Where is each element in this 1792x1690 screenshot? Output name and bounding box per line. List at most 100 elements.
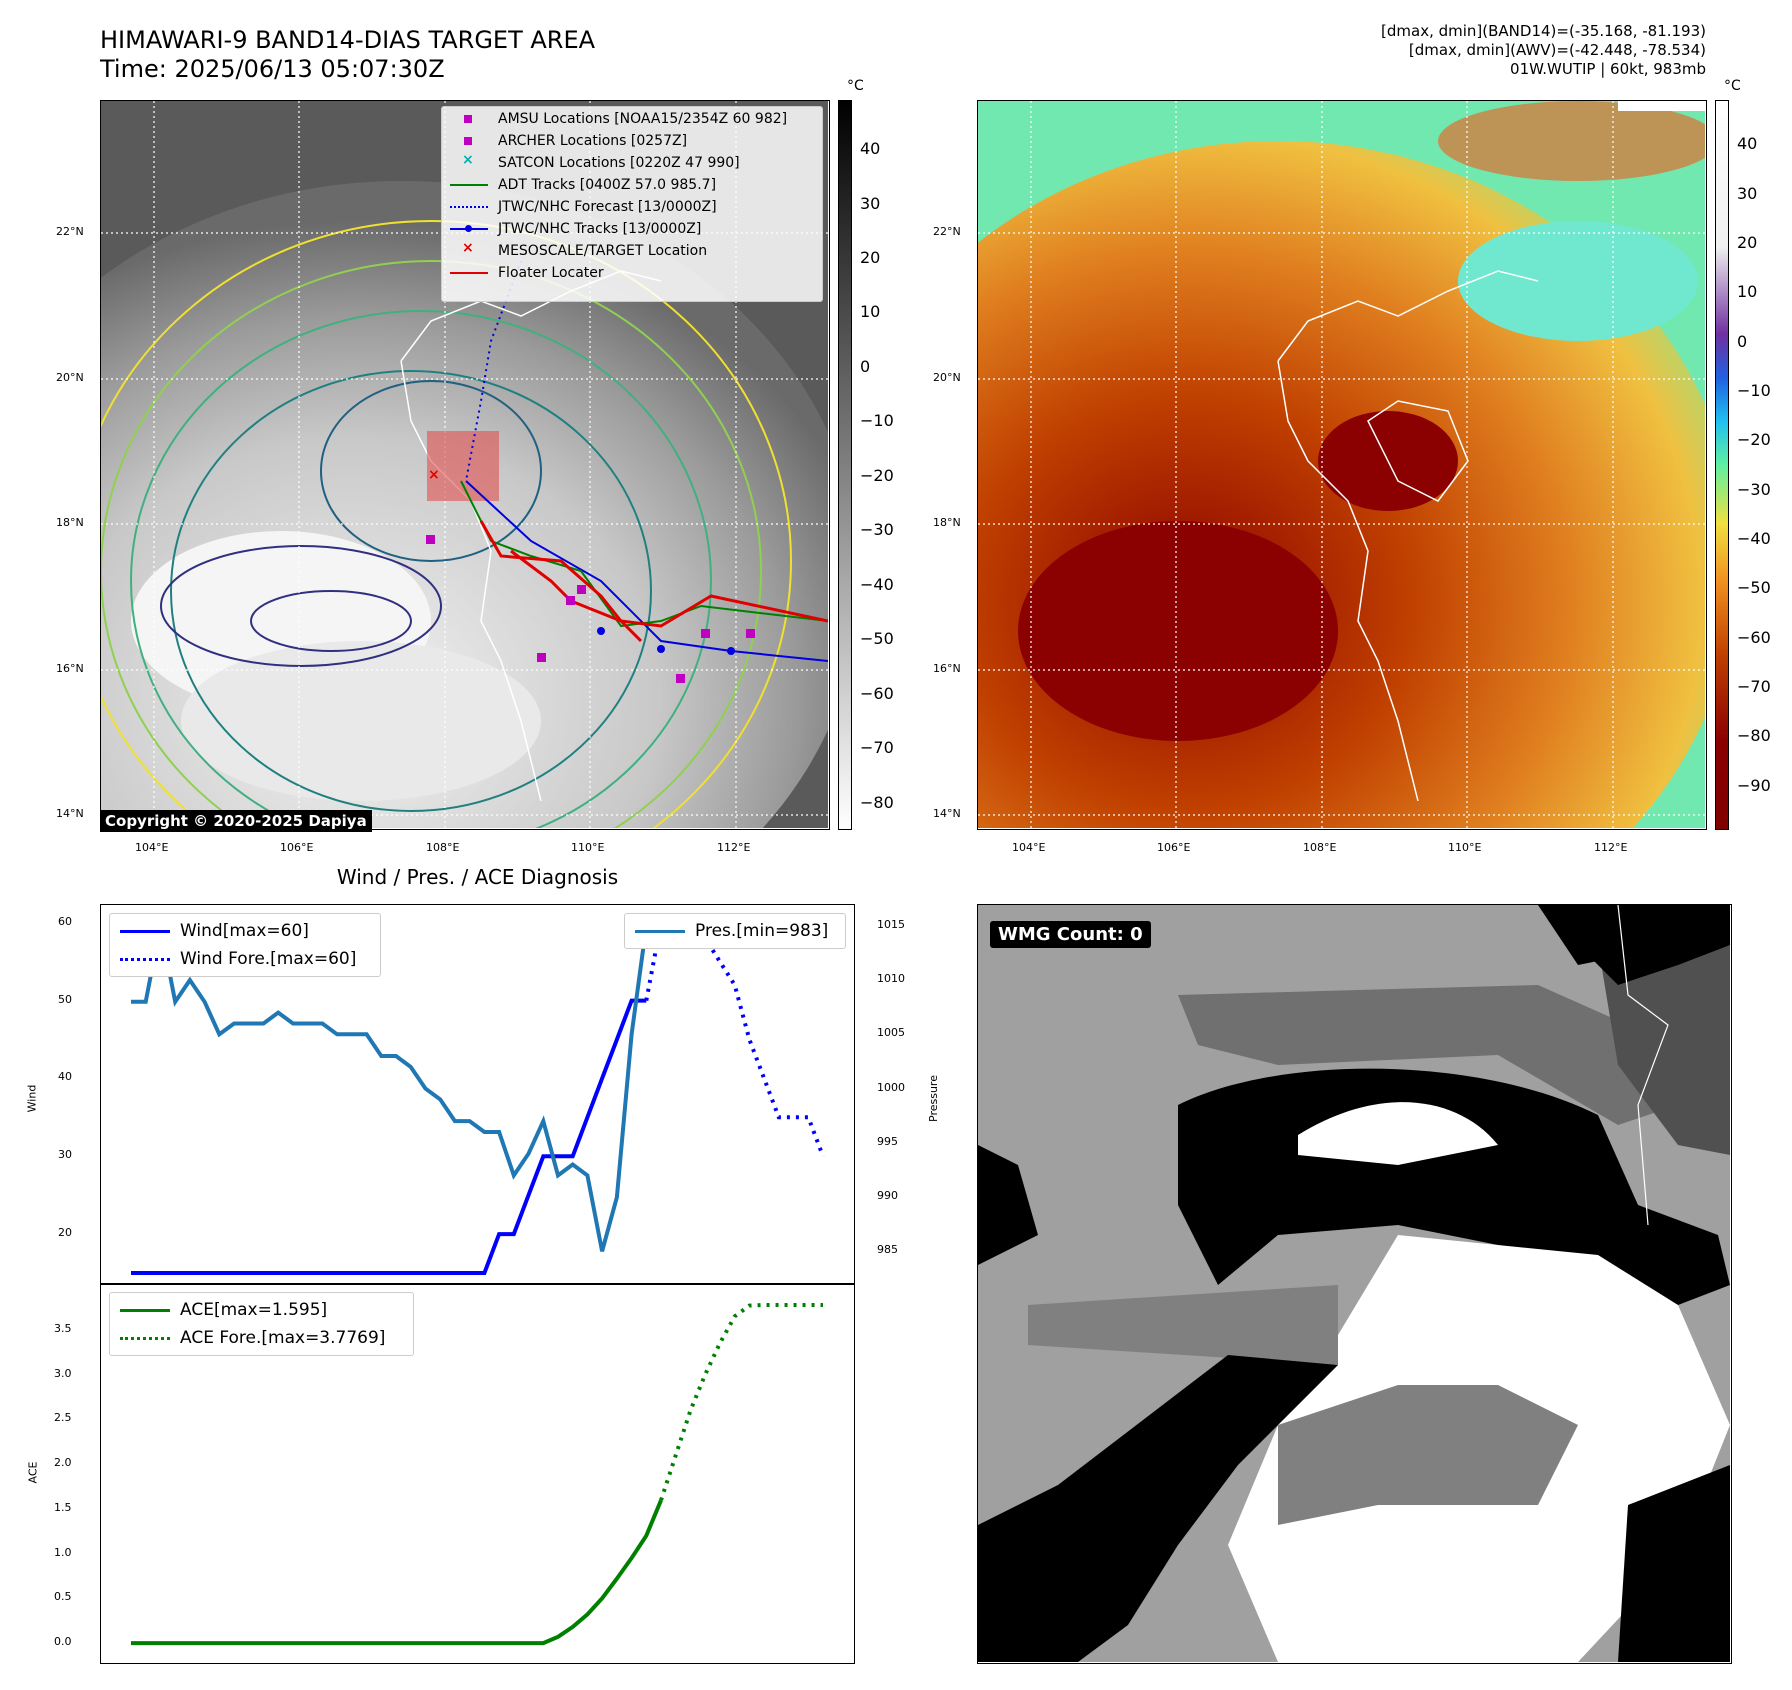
series-line	[659, 1303, 823, 1501]
info-line-3: 01W.WUTIP | 60kt, 983mb	[1510, 60, 1706, 78]
right-colorbar-tick: −50	[1737, 578, 1771, 598]
svg-text:×: ×	[428, 467, 440, 483]
ace-tick-label: 0.0	[54, 1635, 72, 1649]
left-colorbar-tick: −40	[860, 574, 894, 594]
pressure-tick-label: 1015	[877, 917, 905, 931]
right-colorbar-tick: 0	[1737, 331, 1748, 351]
target-marker-icon: ×	[462, 240, 474, 256]
pressure-legend: Pres.[min=983]	[624, 913, 846, 949]
right-colorbar-tick: −80	[1737, 726, 1771, 746]
floater-line-icon	[450, 266, 488, 280]
ace-tick-label: 1.0	[54, 1545, 72, 1559]
wind-tick-label: 40	[58, 1070, 72, 1084]
left-colorbar	[838, 100, 852, 830]
pressure-tick-label: 985	[877, 1243, 898, 1257]
pressure-tick-label: 1010	[877, 972, 905, 986]
wmg-panel[interactable]	[977, 904, 1732, 1664]
legend-wind: Wind[max=60]	[180, 921, 309, 941]
left-colorbar-unit: °C	[847, 78, 864, 94]
lon-tick-label: 104°E	[135, 841, 169, 854]
left-colorbar-tick: −60	[860, 683, 894, 703]
wind-pressure-plot	[131, 920, 825, 1275]
series-line	[131, 998, 647, 1275]
map-legend: AMSU Locations [NOAA15/2354Z 60 982] ARC…	[441, 106, 823, 302]
target-box	[427, 431, 499, 501]
lat-tick-label: 20°N	[56, 371, 84, 384]
ace-tick-label: 3.0	[54, 1366, 72, 1380]
satcon-marker-icon: ×	[462, 152, 474, 168]
left-colorbar-tick: −50	[860, 629, 894, 649]
copyright-badge: Copyright © 2020-2025 Dapiya	[100, 810, 372, 832]
left-colorbar-tick: 20	[860, 247, 881, 267]
forecast-line-icon	[450, 200, 488, 214]
title-line-2: Time: 2025/06/13 05:07:30Z	[100, 55, 445, 83]
lon-tick-label: 108°E	[1303, 841, 1337, 854]
legend-item-archer: ARCHER Locations [0257Z]	[498, 133, 688, 149]
wind-forecast-line-icon	[120, 952, 170, 966]
wind-legend: Wind[max=60] Wind Fore.[max=60]	[109, 913, 381, 977]
ir-map-panel[interactable]: × AMSU Locations [NOAA15/2354Z 60 982] A…	[100, 100, 830, 830]
wmg-image	[978, 905, 1730, 1662]
right-colorbar-tick: 30	[1737, 183, 1758, 203]
diagnostic-info: [dmax, dmin](BAND14)=(-35.168, -81.193) …	[1381, 22, 1706, 79]
lon-tick-label: 106°E	[1157, 841, 1191, 854]
right-colorbar-tick: −90	[1737, 775, 1771, 795]
ace-legend: ACE[max=1.595] ACE Fore.[max=3.7769]	[109, 1292, 414, 1356]
title-line-1: HIMAWARI-9 BAND14-DIAS TARGET AREA	[100, 26, 596, 54]
pressure-tick-label: 1000	[877, 1080, 905, 1094]
right-colorbar-tick: −20	[1737, 430, 1771, 450]
left-colorbar-tick: −10	[860, 411, 894, 431]
legend-item-amsu: AMSU Locations [NOAA15/2354Z 60 982]	[498, 111, 788, 127]
left-colorbar-tick: −30	[860, 520, 894, 540]
lat-tick-label: 14°N	[933, 807, 961, 820]
pressure-tick-label: 995	[877, 1134, 898, 1148]
awv-map-panel[interactable]	[977, 100, 1707, 830]
lat-tick-label: 22°N	[56, 225, 84, 238]
ace-forecast-line-icon	[120, 1331, 170, 1345]
right-colorbar	[1715, 100, 1729, 830]
legend-item-forecast: JTWC/NHC Forecast [13/0000Z]	[498, 199, 717, 215]
ace-tick-label: 0.5	[54, 1590, 72, 1604]
lat-tick-label: 16°N	[56, 662, 84, 675]
series-line	[131, 1499, 663, 1646]
tracks-line-icon	[450, 222, 488, 236]
right-colorbar-tick: −10	[1737, 381, 1771, 400]
info-line-1: [dmax, dmin](BAND14)=(-35.168, -81.193)	[1381, 22, 1706, 40]
ace-axis-label: ACE	[26, 1461, 40, 1484]
ace-tick-label: 1.5	[54, 1500, 72, 1514]
left-colorbar-tick: 30	[860, 193, 881, 213]
left-colorbar-tick: −20	[860, 465, 894, 485]
ace-line-icon	[120, 1303, 170, 1317]
legend-item-tracks: JTWC/NHC Tracks [13/0000Z]	[498, 221, 702, 237]
legend-item-adt: ADT Tracks [0400Z 57.0 985.7]	[498, 177, 717, 193]
legend-item-floater: Floater Locater	[498, 265, 604, 281]
right-colorbar-tick: −70	[1737, 676, 1771, 696]
left-colorbar-tick: 40	[860, 139, 881, 159]
wind-tick-label: 60	[58, 914, 72, 928]
lon-tick-label: 110°E	[571, 841, 605, 854]
wind-pressure-chart[interactable]: Wind[max=60] Wind Fore.[max=60] Pres.[mi…	[100, 904, 855, 1285]
info-line-2: [dmax, dmin](AWV)=(-42.448, -78.534)	[1408, 41, 1706, 59]
left-colorbar-tick: 10	[860, 302, 881, 322]
lon-tick-label: 112°E	[1594, 841, 1628, 854]
right-colorbar-tick: 20	[1737, 233, 1758, 253]
right-colorbar-tick: −40	[1737, 528, 1771, 548]
lat-tick-label: 18°N	[933, 516, 961, 529]
right-colorbar-unit: °C	[1724, 78, 1741, 94]
pressure-tick-label: 990	[877, 1189, 898, 1203]
series-line	[131, 925, 649, 1252]
right-colorbar-tick: 10	[1737, 282, 1758, 302]
left-colorbar-tick: −80	[860, 792, 894, 812]
lat-tick-label: 14°N	[56, 807, 84, 820]
legend-ace: ACE[max=1.595]	[180, 1300, 328, 1320]
ace-tick-label: 3.5	[54, 1321, 72, 1335]
ace-chart[interactable]: ACE[max=1.595] ACE Fore.[max=3.7769]	[100, 1283, 855, 1664]
left-colorbar-tick: −70	[860, 738, 894, 758]
legend-item-satcon: SATCON Locations [0220Z 47 990]	[498, 155, 740, 171]
diagnosis-title: Wind / Pres. / ACE Diagnosis	[336, 865, 619, 889]
wmg-count-badge: WMG Count: 0	[990, 921, 1151, 948]
pressure-tick-label: 1005	[877, 1026, 905, 1040]
wind-tick-label: 50	[58, 992, 72, 1006]
series-line	[644, 920, 825, 1158]
legend-ace-forecast: ACE Fore.[max=3.7769]	[180, 1328, 386, 1348]
